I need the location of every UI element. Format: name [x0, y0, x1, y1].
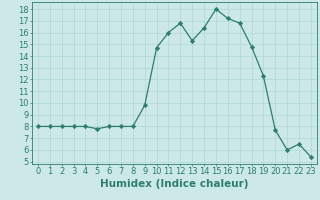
X-axis label: Humidex (Indice chaleur): Humidex (Indice chaleur): [100, 179, 249, 189]
